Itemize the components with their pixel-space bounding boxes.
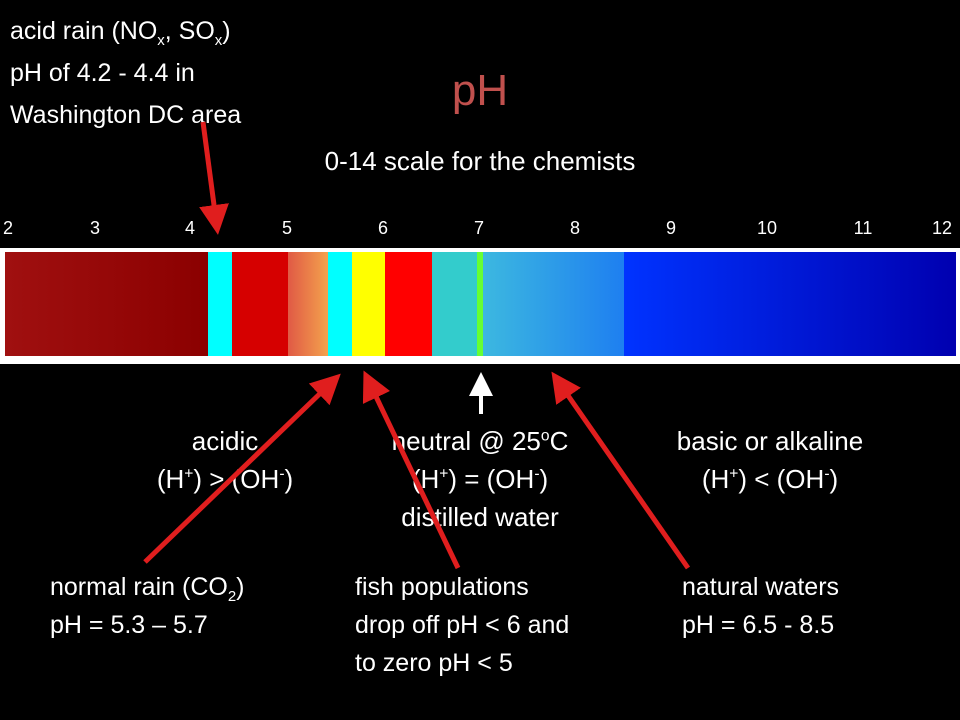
scale-tick: 2 (2, 218, 13, 238)
normal-rain-line1: normal rain (CO2) (50, 573, 245, 605)
basic-label: basic or alkaline (H+) < (OH-) (650, 422, 890, 498)
fish-line2: drop off pH < 6 and (355, 611, 570, 639)
scale-subtitle: 0-14 scale for the chemists (324, 146, 636, 176)
normal-rain-arrow (143, 373, 341, 564)
band-green-neutral (477, 252, 483, 356)
acid-rain-line1: acid rain (NOx, SOx) (10, 17, 231, 49)
scale-tick: 10 (756, 218, 778, 238)
acid-rain-line2: pH of 4.2 - 4.4 in (10, 59, 195, 87)
scale-tick: 8 (569, 218, 580, 238)
scale-tick: 5 (281, 218, 292, 238)
natural-waters-line2: pH = 6.5 - 8.5 (682, 611, 835, 639)
acidic-label: acidic (H+) > (OH-) (125, 422, 325, 498)
neutral-title: neutral @ 25oC (391, 426, 569, 456)
band-light-blue (483, 252, 624, 356)
neutral-label: neutral @ 25oC (H+) = (OH-) distilled wa… (350, 422, 610, 536)
neutral-relation: (H+) = (OH-) (411, 464, 549, 494)
scale-tick: 11 (853, 218, 873, 238)
acid-rain-note: acid rain (NOx, SOx) pH of 4.2 - 4.4 in … (10, 10, 241, 136)
acidic-relation: (H+) > (OH-) (156, 464, 294, 494)
band-cyan-2 (328, 252, 352, 356)
fish-line3: to zero pH < 5 (355, 649, 513, 677)
basic-relation: (H+) < (OH-) (701, 464, 839, 494)
acid-rain-arrow (199, 121, 229, 235)
scale-tick: 4 (184, 218, 195, 238)
fish-line1: fish populations (355, 573, 529, 601)
band-yellow (352, 252, 385, 356)
band-red (232, 252, 288, 356)
fish-arrow (362, 370, 461, 570)
natural-waters-note: natural waters pH = 6.5 - 8.5 (682, 568, 839, 644)
scale-tick: 7 (473, 218, 484, 238)
acidic-title: acidic (191, 426, 259, 456)
scale-tick: 9 (665, 218, 676, 238)
basic-title: basic or alkaline (676, 426, 864, 456)
normal-rain-note: normal rain (CO2) pH = 5.3 – 5.7 (50, 568, 245, 644)
normal-rain-line2: pH = 5.3 – 5.7 (50, 611, 208, 639)
natural-waters-arrow (551, 371, 691, 570)
scale-tick: 12 (931, 218, 953, 238)
scale-tick: 6 (377, 218, 388, 238)
band-bright-red (385, 252, 432, 356)
ph-color-bar (5, 252, 956, 356)
fish-note: fish populations drop off pH < 6 and to … (355, 568, 569, 682)
band-teal (432, 252, 477, 356)
page-title: pH (451, 66, 509, 115)
natural-waters-line1: natural waters (682, 573, 840, 601)
band-cyan (208, 252, 232, 356)
band-blue (624, 252, 956, 356)
scale-tick: 3 (89, 218, 100, 238)
band-orange (288, 252, 328, 356)
band-dark-red (5, 252, 208, 356)
